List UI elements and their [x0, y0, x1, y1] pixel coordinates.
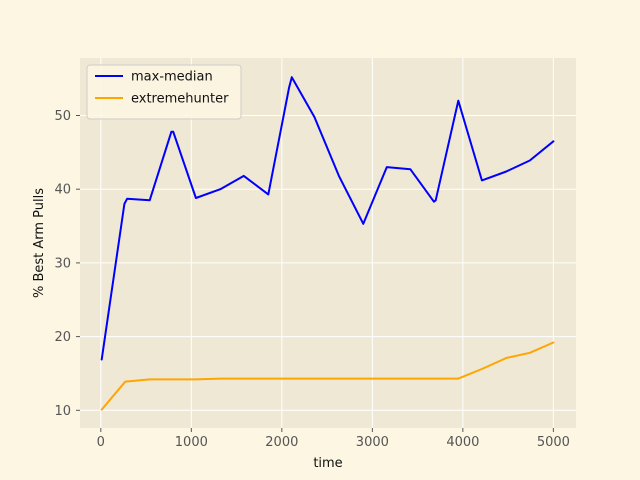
legend-label: max-median [131, 70, 213, 85]
x-tick-label: 1000 [175, 435, 208, 450]
legend-label: extremehunter [131, 92, 229, 107]
y-tick-label: 30 [54, 256, 71, 271]
y-tick-label: 50 [54, 109, 71, 124]
x-tick-label: 2000 [265, 435, 298, 450]
y-tick-label: 20 [54, 330, 71, 345]
legend: max-median extremehunter [86, 64, 242, 120]
tick-labels: 0 1000 2000 3000 4000 5000 10 20 30 40 50 [54, 109, 569, 450]
x-tick-label: 3000 [356, 435, 389, 450]
axes [76, 114, 554, 432]
plot-area [80, 58, 576, 428]
legend-box [86, 64, 242, 120]
x-axis-label: time [313, 456, 342, 471]
x-tick-label: 4000 [446, 435, 479, 450]
y-axis-label: % Best Arm Pulls [32, 188, 47, 298]
x-tick-label: 5000 [537, 435, 570, 450]
x-tick-label: 0 [97, 435, 105, 450]
series-line-extremehunter [100, 341, 555, 411]
y-tick-label: 40 [54, 183, 71, 198]
series-line-max-median [100, 76, 555, 361]
series-layer [100, 76, 555, 411]
y-tick-label: 10 [54, 404, 71, 419]
